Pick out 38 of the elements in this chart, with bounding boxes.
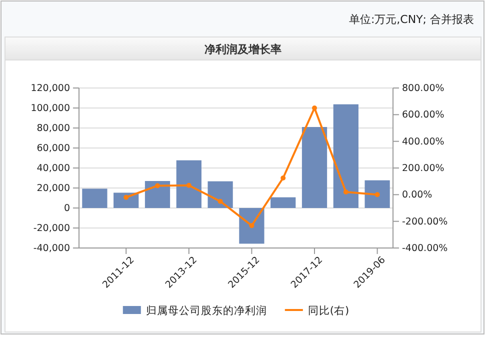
y2-tick-label: 600.00% <box>402 110 444 121</box>
point <box>249 223 254 228</box>
bar <box>82 188 108 208</box>
point <box>186 182 192 188</box>
y2-tick-label: 800.00% <box>402 83 444 94</box>
y-tick-label: 60,000 <box>36 143 70 154</box>
y-tick-label: 80,000 <box>36 123 70 134</box>
y-tick-label: -20,000 <box>33 223 70 234</box>
point <box>280 176 286 180</box>
bar <box>270 197 296 208</box>
point <box>218 198 223 204</box>
bar <box>364 180 390 208</box>
y2-tick-label: 0.00% <box>402 190 432 201</box>
point <box>343 190 348 194</box>
bar <box>208 181 233 208</box>
chart-title: 净利润及增长率 <box>204 43 282 56</box>
y-tick-label: 0 <box>64 203 70 214</box>
point <box>124 194 129 200</box>
y-tick-label: 100,000 <box>30 103 70 114</box>
y-tick-label: -40,000 <box>33 243 70 254</box>
y-tick-label: 120,000 <box>30 83 70 94</box>
legend-label: 同比(右) <box>308 304 350 317</box>
bar <box>302 127 328 208</box>
bar <box>176 160 202 208</box>
y2-tick-label: -200.00% <box>402 216 448 228</box>
y2-tick-label: 200.00% <box>402 163 444 174</box>
chart-subtitle: 单位:万元,CNY; 合并报表 <box>348 13 474 26</box>
y-tick-label: 20,000 <box>36 183 70 194</box>
bar <box>144 181 170 208</box>
bar <box>239 208 264 244</box>
point <box>155 183 160 188</box>
point <box>374 192 380 198</box>
point <box>312 106 317 110</box>
legend-label: 归属母公司股东的净利润 <box>146 304 267 317</box>
bar <box>333 104 358 208</box>
y2-tick-label: -400.00% <box>402 243 448 254</box>
y2-tick-label: 400.00% <box>402 136 444 148</box>
y-tick-label: 40,000 <box>36 163 70 174</box>
